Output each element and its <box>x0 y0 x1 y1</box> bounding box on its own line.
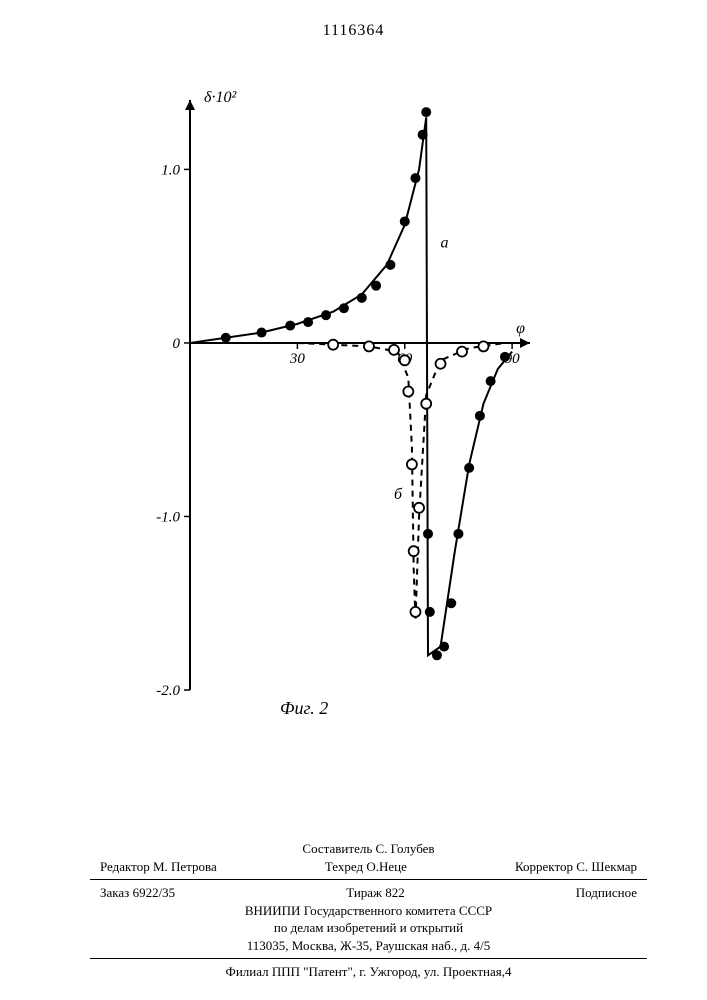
svg-text:-1.0: -1.0 <box>156 509 180 525</box>
chart-svg: 306090-2.0-1.001.0φδ·10²аб <box>130 70 550 710</box>
order-number: 6922/35 <box>133 885 176 900</box>
figure-caption: Фиг. 2 <box>280 698 328 719</box>
order-label: Заказ <box>100 885 129 900</box>
print-run-label: Тираж <box>346 885 382 900</box>
svg-text:б: б <box>394 486 403 503</box>
document-number: 1116364 <box>0 22 707 40</box>
svg-text:δ·10²: δ·10² <box>204 89 237 106</box>
tech-editor-label: Техред <box>325 859 363 874</box>
subscription-label: Подписное <box>576 884 637 902</box>
compiler-name: С. Голубев <box>376 841 435 856</box>
svg-text:-2.0: -2.0 <box>156 683 180 699</box>
editor-name: М. Петрова <box>153 859 217 874</box>
chart-container: 306090-2.0-1.001.0φδ·10²аб <box>130 70 550 710</box>
divider-1 <box>90 879 647 880</box>
institution-line-1: ВНИИПИ Государственного комитета СССР <box>90 902 647 920</box>
corrector-name: С. Шекмар <box>576 859 637 874</box>
print-run: 822 <box>385 885 405 900</box>
institution-address: 113035, Москва, Ж-35, Раушская наб., д. … <box>90 937 647 955</box>
svg-text:а: а <box>441 235 449 252</box>
svg-text:φ: φ <box>516 320 525 337</box>
editor-label: Редактор <box>100 859 150 874</box>
branch-address: Филиал ППП "Патент", г. Ужгород, ул. Про… <box>226 964 512 979</box>
institution-line-2: по делам изобретений и открытий <box>90 919 647 937</box>
svg-text:1.0: 1.0 <box>161 162 180 178</box>
compiler-label: Составитель <box>302 841 372 856</box>
svg-text:0: 0 <box>173 336 181 352</box>
divider-2 <box>90 958 647 959</box>
tech-editor-name: О.Неце <box>366 859 407 874</box>
svg-text:30: 30 <box>289 351 306 367</box>
corrector-label: Корректор <box>515 859 573 874</box>
credits-block: Составитель С. Голубев Редактор М. Петро… <box>90 840 647 981</box>
